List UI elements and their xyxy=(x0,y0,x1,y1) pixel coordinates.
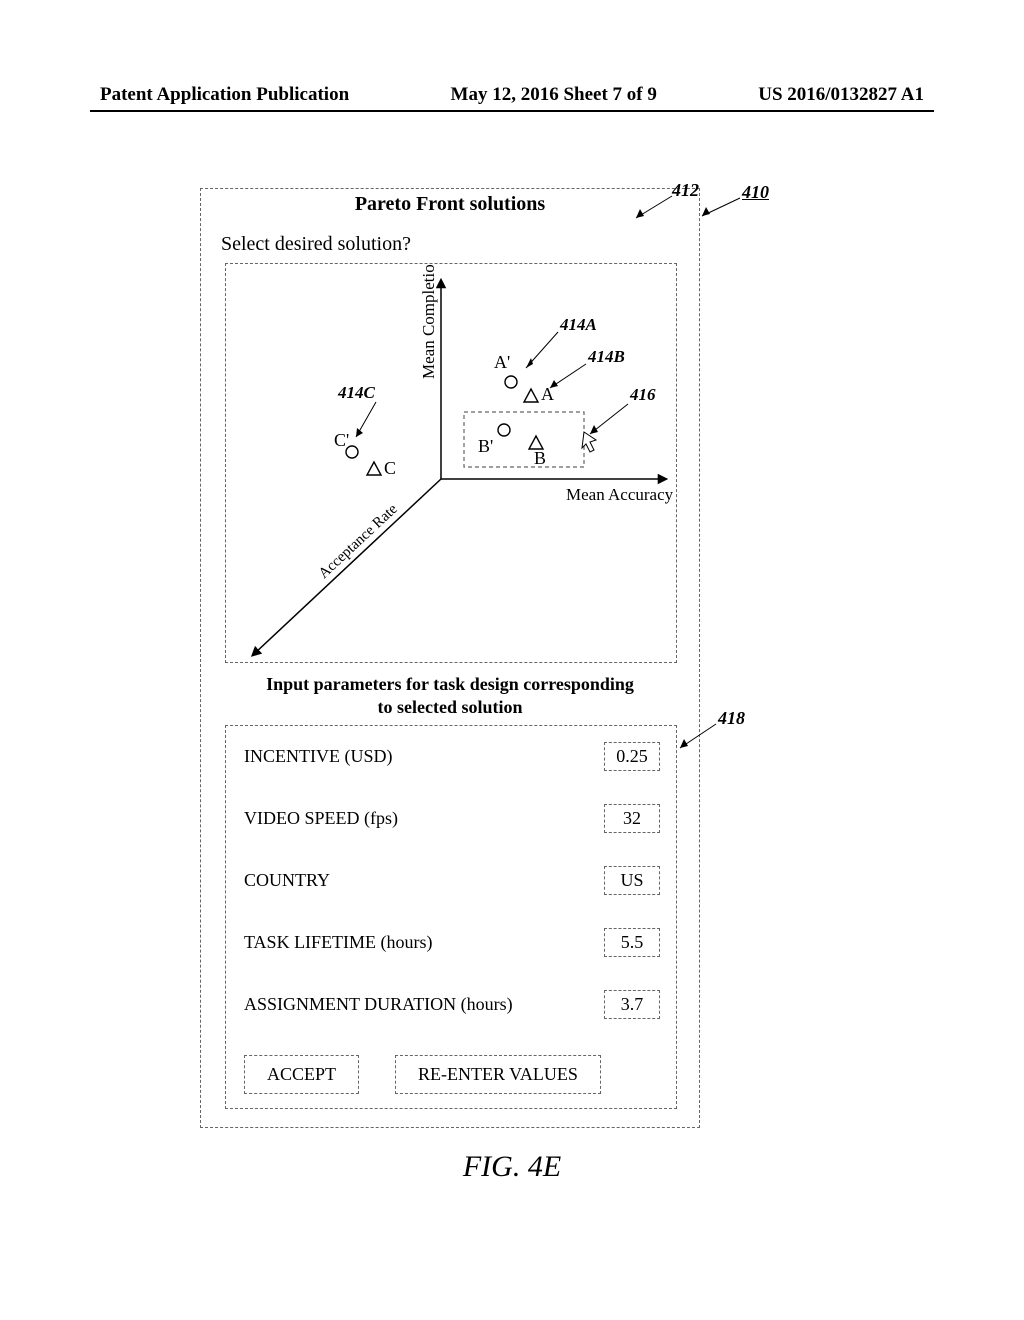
param-row-video-speed: VIDEO SPEED (fps) 32 xyxy=(244,804,660,833)
param-value-video-speed[interactable]: 32 xyxy=(604,804,660,833)
figure-label: FIG. 4E xyxy=(0,1150,1024,1184)
ref-418: 418 xyxy=(718,708,745,729)
param-label: VIDEO SPEED (fps) xyxy=(244,808,398,829)
header-rule xyxy=(90,110,934,112)
param-label: INCENTIVE (USD) xyxy=(244,746,392,767)
param-row-country: COUNTRY US xyxy=(244,866,660,895)
label-b: B xyxy=(534,448,546,468)
params-buttons: ACCEPT RE-ENTER VALUES xyxy=(244,1055,660,1094)
param-value-assignment-duration[interactable]: 3.7 xyxy=(604,990,660,1019)
ref-414b: 414B xyxy=(587,347,625,366)
ref-412: 412 xyxy=(672,180,699,201)
param-row-assignment-duration: ASSIGNMENT DURATION (hours) 3.7 xyxy=(244,990,660,1019)
param-row-incentive: INCENTIVE (USD) 0.25 xyxy=(244,742,660,771)
panel-title: Pareto Front solutions xyxy=(201,193,699,216)
page-header: Patent Application Publication May 12, 2… xyxy=(0,84,1024,106)
x-axis-label: Mean Accuracy xyxy=(566,485,674,504)
point-c[interactable] xyxy=(367,462,381,475)
ref-414a: 414A xyxy=(559,315,597,334)
point-a-prime[interactable] xyxy=(505,376,517,388)
label-c: C xyxy=(384,458,396,478)
param-row-task-lifetime: TASK LIFETIME (hours) 5.5 xyxy=(244,928,660,957)
accept-button[interactable]: ACCEPT xyxy=(244,1055,359,1094)
ref-410: 410 xyxy=(742,182,769,203)
param-value-task-lifetime[interactable]: 5.5 xyxy=(604,928,660,957)
label-b-prime: B' xyxy=(478,436,493,456)
params-title-line2: to selected solution xyxy=(378,697,523,717)
header-left: Patent Application Publication xyxy=(100,84,349,106)
label-c-prime: C' xyxy=(334,430,349,450)
params-panel: INCENTIVE (USD) 0.25 VIDEO SPEED (fps) 3… xyxy=(225,725,677,1109)
reenter-button[interactable]: RE-ENTER VALUES xyxy=(395,1055,601,1094)
point-a[interactable] xyxy=(524,389,538,402)
params-title: Input parameters for task design corresp… xyxy=(201,673,699,718)
main-panel: Pareto Front solutions Select desired so… xyxy=(200,188,700,1128)
params-title-line1: Input parameters for task design corresp… xyxy=(266,674,634,694)
header-center: May 12, 2016 Sheet 7 of 9 xyxy=(451,84,657,106)
ref-416: 416 xyxy=(629,385,656,404)
ref-414c: 414C xyxy=(337,383,376,402)
param-label: COUNTRY xyxy=(244,870,330,891)
param-label: ASSIGNMENT DURATION (hours) xyxy=(244,994,513,1015)
label-a-prime: A' xyxy=(494,352,510,372)
point-b-prime[interactable] xyxy=(498,424,510,436)
header-right: US 2016/0132827 A1 xyxy=(758,84,924,106)
panel-subtitle: Select desired solution? xyxy=(221,233,411,256)
pareto-chart[interactable]: Mean Completion Time Mean Accuracy Accep… xyxy=(225,263,677,663)
diag-axis xyxy=(254,479,441,654)
param-label: TASK LIFETIME (hours) xyxy=(244,932,433,953)
y-axis-label: Mean Completion Time xyxy=(419,264,438,379)
diag-axis-label: Acceptance Rate xyxy=(316,501,401,582)
param-value-country[interactable]: US xyxy=(604,866,660,895)
chart-svg: Mean Completion Time Mean Accuracy Accep… xyxy=(226,264,678,664)
param-value-incentive[interactable]: 0.25 xyxy=(604,742,660,771)
